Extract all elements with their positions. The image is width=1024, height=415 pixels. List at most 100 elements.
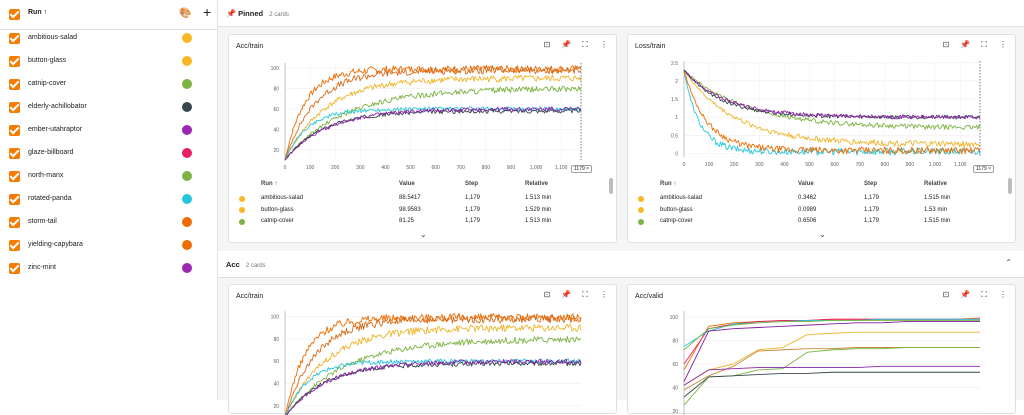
step-badge[interactable]: 1179 × xyxy=(973,165,995,173)
acc-train-chart[interactable]: 20 40 60 80 100 0 100 200 300 400 500 600 700 800 900 1… xyxy=(229,35,618,170)
run-color-swatch[interactable] xyxy=(182,148,192,158)
table-cell-step: 1,179 xyxy=(864,206,880,213)
fullscreen-icon[interactable]: ⛶ xyxy=(981,290,987,299)
column-header-value[interactable]: Value xyxy=(399,181,415,187)
series-line-yielding-capybara[interactable] xyxy=(284,314,582,415)
run-checkbox[interactable] xyxy=(9,263,20,274)
run-checkbox[interactable] xyxy=(9,79,20,90)
acc-section-header[interactable]: Acc 2 cards ⌃ xyxy=(218,251,1024,278)
table-scrollbar[interactable] xyxy=(1008,178,1012,194)
run-row[interactable]: glaze-billboard xyxy=(0,142,218,165)
expand-table-icon[interactable]: ⌄ xyxy=(420,230,427,239)
run-color-swatch[interactable] xyxy=(182,263,192,273)
run-row[interactable]: ambitious-salad xyxy=(0,27,218,50)
run-color-swatch[interactable] xyxy=(182,194,192,204)
run-row[interactable]: rotated-panda xyxy=(0,188,218,211)
select-all-checkbox[interactable] xyxy=(9,9,20,20)
run-color-swatch[interactable] xyxy=(182,56,192,66)
pin-card-icon[interactable]: 📌 xyxy=(561,290,571,299)
run-row[interactable]: elderly-achillobator xyxy=(0,96,218,119)
acc-valid-chart[interactable]: 20 40 60 80 100 xyxy=(628,285,1017,415)
series-line-catnip-cover[interactable] xyxy=(683,69,981,131)
fit-domain-icon[interactable]: ⊡ xyxy=(942,290,950,299)
run-color-dot xyxy=(638,195,644,202)
run-row[interactable]: north-manx xyxy=(0,165,218,188)
table-cell-relative: 1.515 min xyxy=(924,218,951,224)
column-header-run[interactable]: Run ↑ xyxy=(660,181,677,187)
series-line-elderly-achillobator[interactable] xyxy=(683,69,981,120)
series-line-ember-utahraptor[interactable] xyxy=(683,70,981,120)
loss-train-chart[interactable]: 0 0.5 1 1.5 2 2.5 0 100 200 300 400 500 600 700 800 900… xyxy=(628,35,1017,170)
column-header-relative[interactable]: Relative xyxy=(924,181,948,187)
run-row[interactable]: ember-utahraptor xyxy=(0,119,218,142)
series-line-button-glass[interactable] xyxy=(285,323,582,415)
series-line-rotated-panda[interactable] xyxy=(285,358,582,415)
run-row[interactable]: storm-tail xyxy=(0,211,218,234)
collapse-chevron-icon[interactable]: ⌃ xyxy=(1005,258,1012,267)
run-checkbox[interactable] xyxy=(9,194,20,205)
fullscreen-icon[interactable]: ⛶ xyxy=(582,40,588,49)
fullscreen-icon[interactable]: ⛶ xyxy=(981,40,987,49)
column-header-step[interactable]: Step xyxy=(465,181,479,187)
series-line-ember-utahraptor[interactable] xyxy=(285,358,582,415)
run-sort-header[interactable]: Run ↑ xyxy=(28,9,48,16)
run-color-swatch[interactable] xyxy=(182,79,192,89)
pin-card-icon[interactable]: 📌 xyxy=(960,40,970,49)
acc-train-chart-2[interactable]: 20 40 60 80 100 xyxy=(229,285,618,415)
fit-domain-icon[interactable]: ⊡ xyxy=(942,40,950,49)
series-line-catnip-cover[interactable] xyxy=(284,85,582,161)
fit-domain-icon[interactable]: ⊡ xyxy=(543,290,551,299)
run-color-swatch[interactable] xyxy=(182,240,192,250)
series-line-button-glass[interactable] xyxy=(284,74,582,160)
y-tick-label: 2 xyxy=(675,79,678,85)
run-row[interactable]: button-glass xyxy=(0,50,218,73)
palette-icon[interactable]: 🎨 xyxy=(179,8,192,19)
card-toolbar: ⊡ 📌 ⛶ ⋮ xyxy=(940,40,1009,50)
series-line-zinc-mint[interactable] xyxy=(683,321,980,382)
table-scrollbar[interactable] xyxy=(609,178,613,194)
series-line-button-glass[interactable] xyxy=(683,331,980,386)
step-badge[interactable]: 1179 × xyxy=(571,165,593,173)
series-line-catnip-cover[interactable] xyxy=(285,335,582,415)
more-menu-icon[interactable]: ⋮ xyxy=(600,290,608,299)
series-line-ember-utahraptor[interactable] xyxy=(683,365,980,386)
run-row[interactable]: catnip-cover xyxy=(0,73,218,96)
run-checkbox[interactable] xyxy=(9,240,20,251)
series-line-elderly-achillobator[interactable] xyxy=(683,371,980,398)
run-row[interactable]: yielding-capybara xyxy=(0,234,218,257)
y-tick-label: 100 xyxy=(271,315,280,321)
column-header-run[interactable]: Run ↑ xyxy=(261,181,278,187)
series-line-elderly-achillobator[interactable] xyxy=(284,108,582,160)
series-line-catnip-cover[interactable] xyxy=(683,319,980,351)
series-line-storm-tail[interactable] xyxy=(683,70,981,155)
more-menu-icon[interactable]: ⋮ xyxy=(999,40,1007,49)
run-color-swatch[interactable] xyxy=(182,102,192,112)
run-color-swatch[interactable] xyxy=(182,125,192,135)
add-icon[interactable]: + xyxy=(203,4,212,20)
run-color-swatch[interactable] xyxy=(182,33,192,43)
run-checkbox[interactable] xyxy=(9,56,20,67)
run-checkbox[interactable] xyxy=(9,148,20,159)
run-checkbox[interactable] xyxy=(9,217,20,228)
fit-domain-icon[interactable]: ⊡ xyxy=(543,40,551,49)
run-checkbox[interactable] xyxy=(9,33,20,44)
series-line-yielding-capybara[interactable] xyxy=(284,65,582,161)
run-checkbox[interactable] xyxy=(9,171,20,182)
expand-table-icon[interactable]: ⌄ xyxy=(819,230,826,239)
series-line-rotated-panda[interactable] xyxy=(284,106,582,161)
run-checkbox[interactable] xyxy=(9,102,20,113)
run-checkbox[interactable] xyxy=(9,125,20,136)
run-row[interactable]: zinc-mint xyxy=(0,257,218,280)
run-color-swatch[interactable] xyxy=(182,171,192,181)
series-line-ember-utahraptor[interactable] xyxy=(284,106,582,161)
pin-card-icon[interactable]: 📌 xyxy=(561,40,571,49)
series-line-button-glass[interactable] xyxy=(683,70,981,148)
run-color-swatch[interactable] xyxy=(182,217,192,227)
fullscreen-icon[interactable]: ⛶ xyxy=(582,290,588,299)
more-menu-icon[interactable]: ⋮ xyxy=(600,40,608,49)
column-header-step[interactable]: Step xyxy=(864,181,878,187)
column-header-relative[interactable]: Relative xyxy=(525,181,549,187)
column-header-value[interactable]: Value xyxy=(798,181,814,187)
pin-card-icon[interactable]: 📌 xyxy=(960,290,970,299)
more-menu-icon[interactable]: ⋮ xyxy=(999,290,1007,299)
